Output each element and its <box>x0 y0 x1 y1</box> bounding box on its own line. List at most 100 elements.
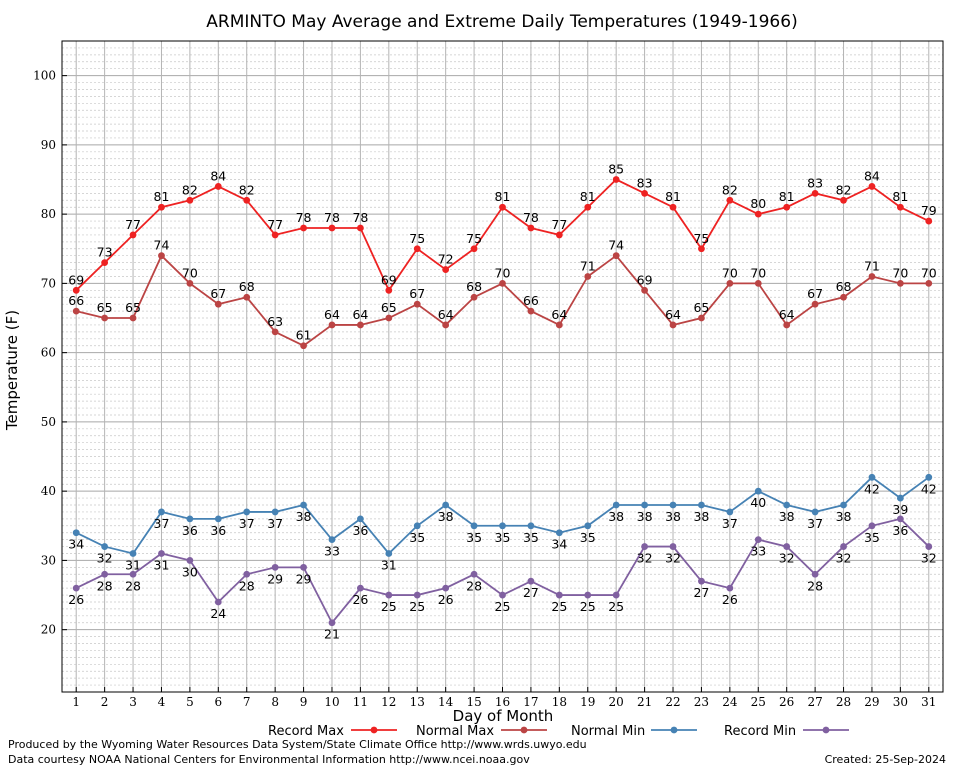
legend-item: Normal Max <box>416 724 547 739</box>
y-tick-label: 40 <box>41 484 56 498</box>
data-label-normal-max: 66 <box>68 293 84 308</box>
data-label-normal-max: 68 <box>466 279 482 294</box>
data-label-record-min: 24 <box>210 606 226 621</box>
data-point-record-min <box>101 570 109 578</box>
y-tick-label: 50 <box>41 415 56 429</box>
data-point-record-max <box>357 224 364 232</box>
data-label-normal-min: 33 <box>324 544 340 559</box>
data-label-record-min: 27 <box>523 585 539 600</box>
chart-grid <box>62 40 943 693</box>
data-label-normal-min: 36 <box>210 523 226 538</box>
data-point-normal-min <box>726 508 734 516</box>
data-point-record-max <box>300 224 307 232</box>
data-point-normal-min <box>328 536 336 544</box>
data-point-normal-max <box>243 293 251 301</box>
data-point-record-min <box>925 543 933 550</box>
data-point-record-max <box>868 183 876 190</box>
data-point-normal-max <box>214 300 222 308</box>
data-label-record-min: 25 <box>409 599 425 614</box>
data-label-record-min: 25 <box>495 599 511 614</box>
y-tick-label: 90 <box>41 138 56 152</box>
data-label-record-max: 78 <box>523 210 539 225</box>
y-tick-label: 30 <box>41 553 56 567</box>
x-tick-label: 14 <box>438 695 454 709</box>
data-point-normal-min <box>527 522 535 530</box>
data-point-normal-max <box>669 321 677 329</box>
data-point-normal-max <box>527 307 535 315</box>
data-point-normal-min <box>385 550 393 557</box>
data-label-normal-max: 65 <box>125 300 141 315</box>
data-point-normal-max <box>385 314 393 322</box>
data-point-record-min <box>158 550 165 557</box>
data-label-record-max: 81 <box>892 189 908 204</box>
legend-marker <box>520 726 528 734</box>
data-label-record-max: 82 <box>722 182 738 197</box>
data-label-normal-min: 35 <box>580 530 596 545</box>
data-point-normal-min <box>840 501 847 509</box>
data-label-normal-max: 68 <box>836 279 852 294</box>
data-point-record-min <box>783 543 791 550</box>
data-point-normal-max <box>811 300 819 308</box>
data-point-record-max <box>641 189 648 197</box>
chart-legend: Record Max Normal Max Normal Min Record Min <box>268 724 849 739</box>
data-point-record-max <box>584 203 592 211</box>
x-tick-label: 9 <box>300 695 308 709</box>
data-point-record-min <box>214 598 222 606</box>
data-label-normal-min: 36 <box>182 523 198 538</box>
data-point-record-max <box>896 203 904 211</box>
data-label-normal-max: 70 <box>722 265 738 280</box>
data-label-normal-min: 42 <box>864 481 880 496</box>
data-label-normal-min: 32 <box>97 551 113 566</box>
x-tick-label: 25 <box>751 695 766 709</box>
data-point-normal-min <box>612 501 620 509</box>
data-label-normal-min: 40 <box>750 495 766 510</box>
data-point-normal-min <box>698 501 705 509</box>
x-tick-label: 5 <box>186 695 194 709</box>
data-point-normal-max <box>754 279 762 287</box>
data-point-normal-min <box>413 522 421 530</box>
data-point-record-min <box>442 584 450 592</box>
data-point-normal-max <box>328 321 336 329</box>
data-point-normal-max <box>840 293 847 301</box>
data-point-record-max <box>726 196 734 204</box>
series-record-min: 26 28 28 31 30 24 28 29 29 21 26 25 25 26 28 25 27 25 25 25… <box>68 515 937 642</box>
x-tick-label: 2 <box>101 695 109 709</box>
x-tick-label: 16 <box>495 695 510 709</box>
data-point-normal-min <box>470 522 478 530</box>
data-label-normal-min: 35 <box>495 530 511 545</box>
footer-produced-by: Produced by the Wyoming Water Resources … <box>8 738 587 751</box>
x-axis-ticks: 1 2 3 4 5 6 7 8 9 10 11 12 13 14 15 16 17 18 19 20 21 22 23 24 2… <box>72 687 936 709</box>
data-label-record-min: 33 <box>750 544 766 559</box>
data-label-record-min: 32 <box>637 551 653 566</box>
data-point-normal-max <box>641 286 648 294</box>
data-point-normal-min <box>783 501 791 509</box>
data-label-normal-min: 38 <box>665 509 681 524</box>
legend-marker <box>370 726 378 734</box>
data-label-record-min: 26 <box>68 592 84 607</box>
data-point-normal-min <box>101 543 109 550</box>
data-point-normal-max <box>584 273 592 280</box>
data-point-record-max <box>129 231 137 239</box>
data-label-normal-min: 34 <box>68 537 84 552</box>
data-point-record-max <box>214 183 222 190</box>
data-label-record-max: 69 <box>68 272 84 287</box>
x-tick-label: 8 <box>271 695 279 709</box>
data-label-record-max: 72 <box>438 252 454 267</box>
data-label-normal-min: 37 <box>239 516 255 531</box>
data-label-normal-min: 37 <box>807 516 823 531</box>
legend-item: Normal Min <box>571 724 697 739</box>
data-point-normal-min <box>641 501 648 509</box>
data-label-record-min: 35 <box>864 530 880 545</box>
data-label-record-min: 28 <box>807 578 823 593</box>
data-point-normal-max <box>357 321 364 329</box>
data-point-record-min <box>811 570 819 578</box>
data-point-record-min <box>413 591 421 599</box>
data-label-normal-min: 38 <box>608 509 624 524</box>
data-label-record-max: 78 <box>352 210 368 225</box>
data-point-record-min <box>243 570 251 578</box>
data-label-normal-max: 63 <box>267 314 283 329</box>
y-tick-label: 20 <box>41 623 56 637</box>
data-label-normal-min: 37 <box>154 516 170 531</box>
data-label-normal-max: 61 <box>296 328 312 343</box>
